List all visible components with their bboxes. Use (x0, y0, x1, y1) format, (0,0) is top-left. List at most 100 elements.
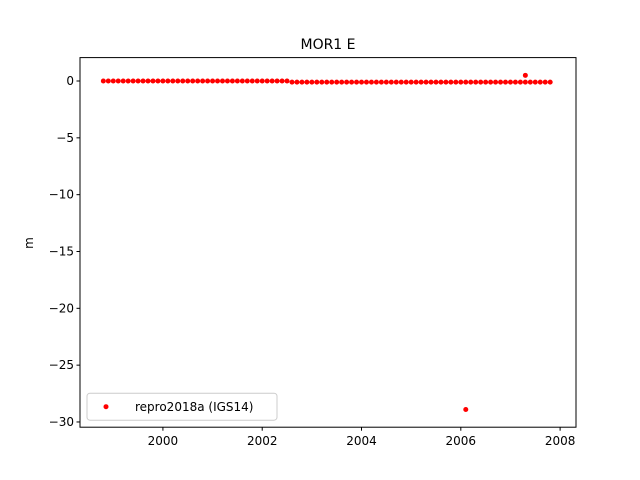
point (100, 78, 106, 84)
point (547, 79, 553, 85)
point (413, 79, 419, 85)
chart-title: MOR1 E (300, 37, 355, 53)
y-tick-label: −10 (49, 188, 74, 202)
point (294, 79, 300, 85)
point (249, 78, 255, 84)
point (443, 79, 449, 85)
legend-marker (103, 404, 109, 410)
point (229, 78, 235, 84)
y-tick-label: −5 (56, 131, 74, 145)
point (354, 79, 360, 85)
point (403, 79, 409, 85)
point (373, 79, 379, 85)
point (130, 78, 136, 84)
point (468, 79, 474, 85)
point (349, 79, 355, 85)
point (224, 78, 230, 84)
point (368, 79, 374, 85)
x-tick-label: 2008 (545, 434, 576, 448)
point (378, 79, 384, 85)
y-axis-label: m (22, 237, 36, 249)
point (145, 78, 151, 84)
legend-box (86, 392, 278, 421)
x-tick-label: 2002 (247, 434, 278, 448)
point (200, 78, 206, 84)
point (448, 79, 454, 85)
point (359, 79, 365, 85)
point (234, 78, 240, 84)
point (428, 79, 434, 85)
point (522, 79, 528, 85)
point (383, 79, 389, 85)
point (483, 79, 489, 85)
y-tick-label: −15 (49, 244, 74, 258)
x-tick-label: 2004 (346, 434, 377, 448)
point (309, 79, 315, 85)
point (135, 78, 141, 84)
point (507, 79, 513, 85)
point (289, 79, 295, 85)
point (120, 78, 126, 84)
point (160, 78, 166, 84)
point (502, 79, 508, 85)
point (195, 78, 201, 84)
plot-area (100, 72, 553, 412)
point (527, 79, 533, 85)
point (418, 79, 424, 85)
axes-frame (79, 57, 577, 428)
point (125, 78, 131, 84)
point (537, 79, 543, 85)
point (319, 79, 325, 85)
point (433, 79, 439, 85)
point (532, 79, 538, 85)
point (512, 79, 518, 85)
point (190, 78, 196, 84)
point (185, 78, 191, 84)
point (344, 79, 350, 85)
point (488, 79, 494, 85)
point (205, 78, 211, 84)
point (314, 79, 320, 85)
point (388, 79, 394, 85)
point (264, 78, 270, 84)
point (493, 79, 499, 85)
point (498, 79, 504, 85)
point (155, 78, 161, 84)
point (478, 79, 484, 85)
point (517, 79, 523, 85)
point (339, 79, 345, 85)
y-tick-label: 0 (66, 74, 74, 88)
point (254, 78, 260, 84)
point (473, 79, 479, 85)
point (463, 406, 469, 412)
point (398, 79, 404, 85)
y-tick-label: −20 (49, 301, 74, 315)
point (329, 79, 335, 85)
point (453, 79, 459, 85)
point (363, 79, 369, 85)
point (170, 78, 176, 84)
point (105, 78, 111, 84)
point (140, 78, 146, 84)
point (259, 78, 265, 84)
point (438, 79, 444, 85)
point (165, 78, 171, 84)
point (219, 78, 225, 84)
point (274, 78, 280, 84)
x-tick-label: 2006 (446, 434, 477, 448)
point (522, 72, 528, 78)
point (304, 79, 310, 85)
point (244, 78, 250, 84)
point (299, 79, 305, 85)
point (463, 79, 469, 85)
point (269, 78, 275, 84)
point (210, 78, 216, 84)
point (458, 79, 464, 85)
point (239, 78, 245, 84)
point (115, 78, 121, 84)
point (334, 79, 340, 85)
point (110, 78, 116, 84)
point (215, 78, 221, 84)
point (423, 79, 429, 85)
point (279, 78, 285, 84)
